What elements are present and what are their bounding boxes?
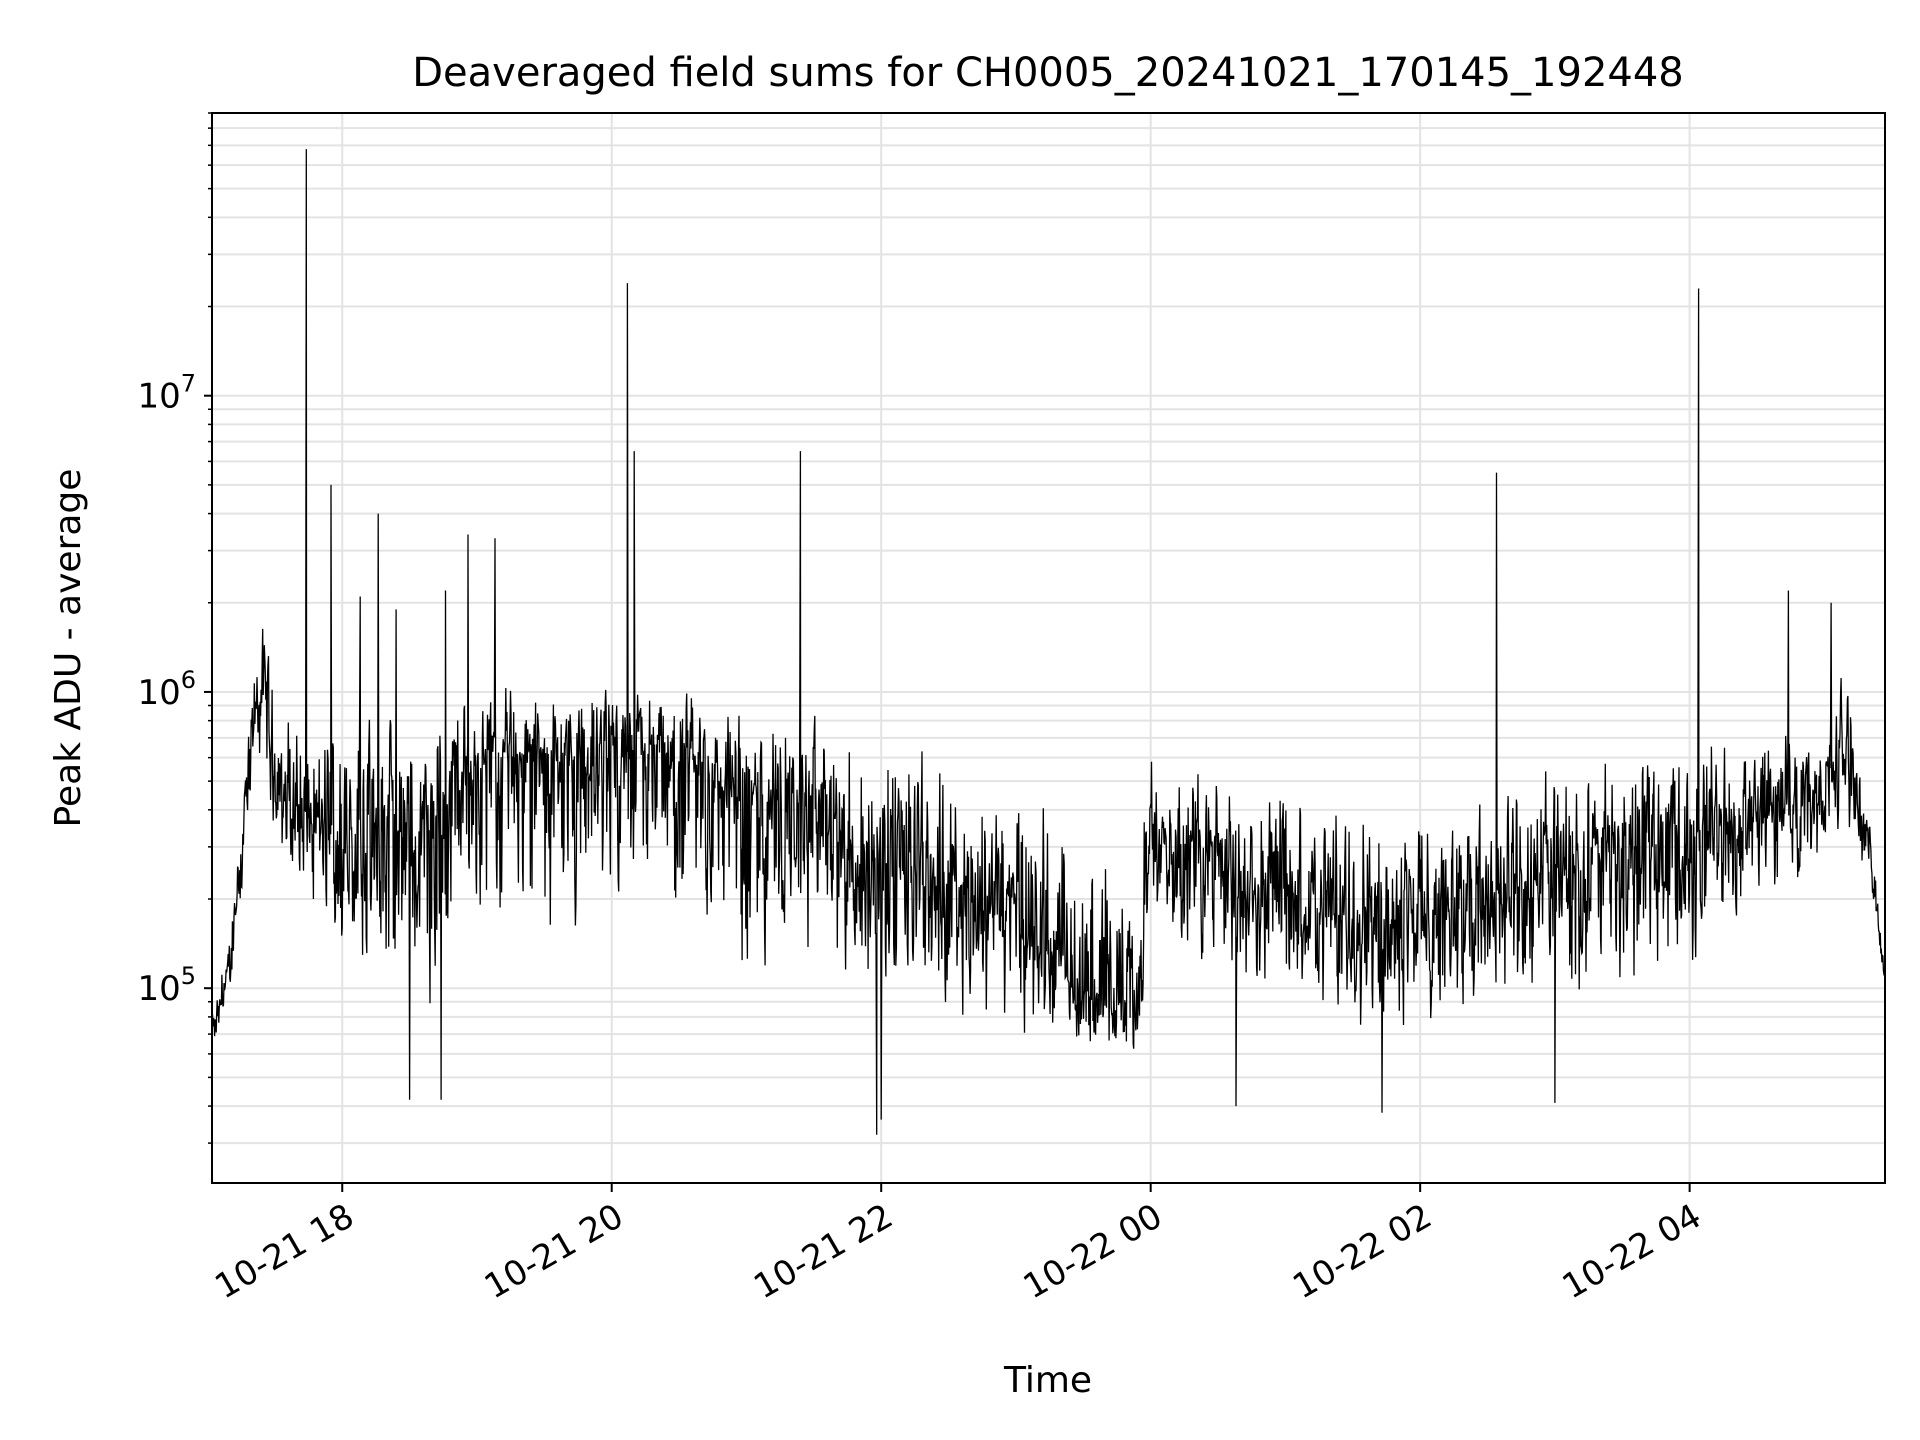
x-axis-label: Time — [1003, 1360, 1092, 1401]
y-axis-label: Peak ADU - average — [48, 469, 89, 828]
chart-title: Deaveraged field sums for CH0005_2024102… — [412, 50, 1684, 96]
y-tick-label: 106 — [137, 666, 196, 713]
series-line — [212, 149, 1885, 1135]
series — [212, 149, 1885, 1135]
plot-frame — [211, 112, 1886, 1184]
y-tick-label: 105 — [137, 962, 196, 1009]
y-tick-label: 107 — [137, 370, 196, 417]
